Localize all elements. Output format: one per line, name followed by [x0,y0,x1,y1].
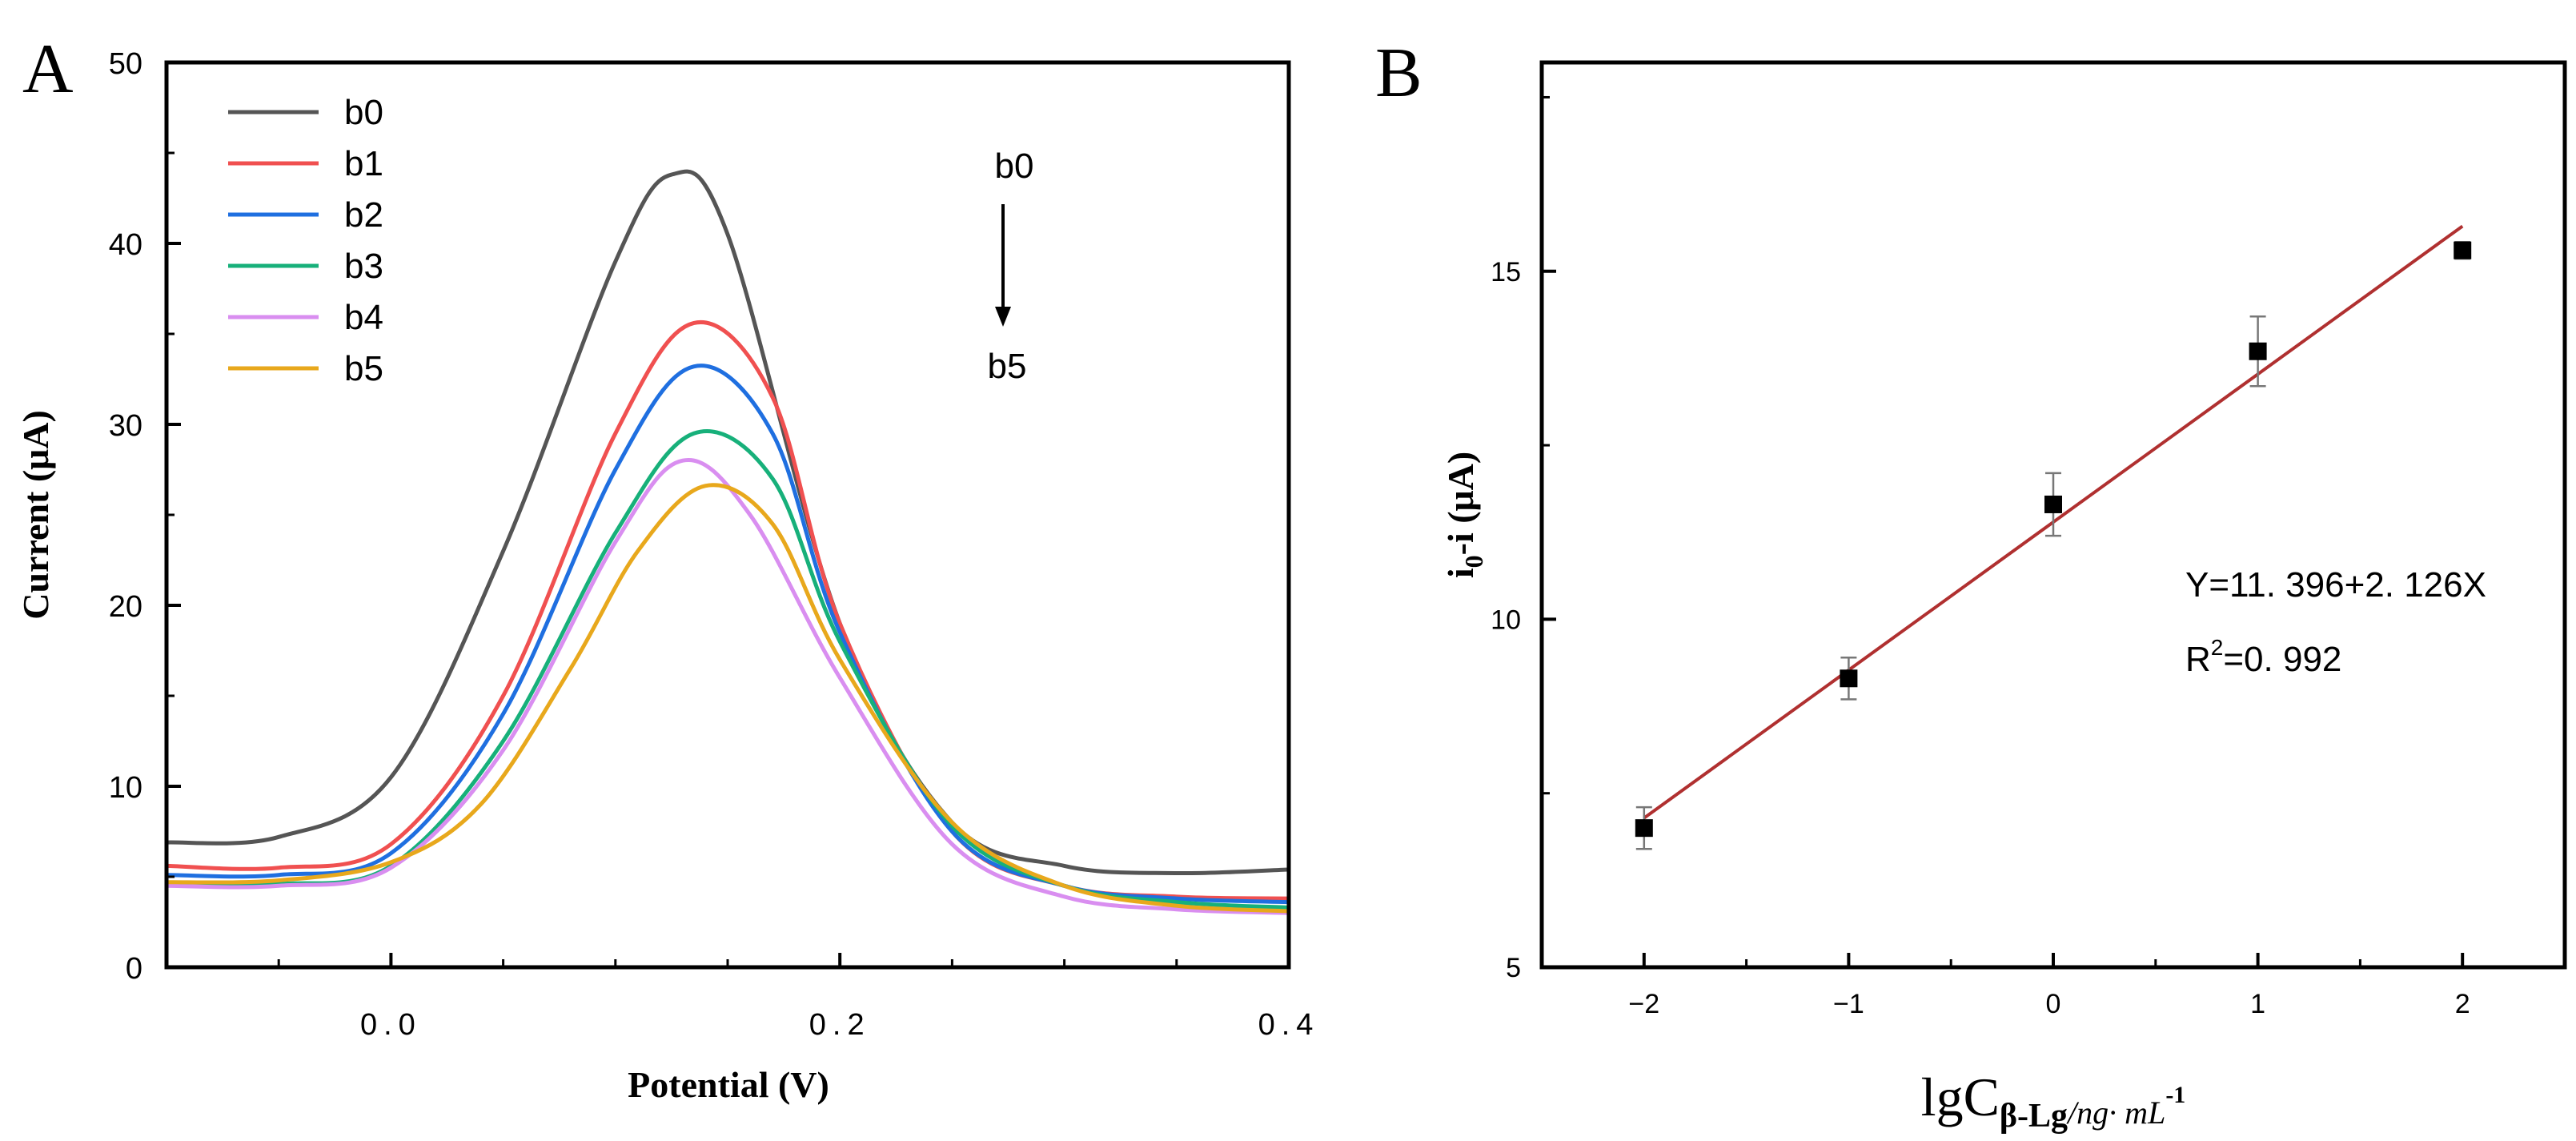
x-tick-label: −2 [1628,989,1659,1019]
y-tick-label: 10 [1491,605,1521,635]
panel-b-y-ticks: 5 10 15 [1491,95,1556,983]
panel-a-y-axis-label: Current (μA) [15,410,56,620]
y-tick-label: 40 [109,228,142,262]
series-line-b5 [166,483,1290,914]
data-point [1635,819,1653,838]
x-label-main: lgC [1921,1067,2000,1127]
panel-a-y-ticks: 0 10 20 30 40 50 [109,47,181,986]
x-tick-label: 0.2 [809,1008,871,1042]
legend-label-b4: b4 [344,298,383,337]
panel-a-x-ticks: 0.0 0.2 0.4 [277,953,1320,1042]
y-tick-label: 5 [1506,953,1521,983]
series-line-b0 [166,169,1290,876]
panel-b-label: B [1375,34,1422,112]
y-tick-label: 15 [1491,257,1521,287]
series-line-b1 [166,319,1290,901]
annotation-bottom-label: b5 [988,347,1027,386]
annotation-top-label: b0 [995,147,1034,186]
data-point [2044,495,2062,513]
legend-label-b0: b0 [344,93,383,132]
x-tick-label: 0 [2046,989,2061,1019]
panel-b-y-axis-label: i0-i (μA) [1440,452,1488,578]
x-tick-label: 1 [2250,989,2265,1019]
x-label-subscript: β-Lg [2000,1098,2068,1135]
y-label-rest: -i (μA) [1440,452,1481,556]
panel-b-x-axis-label: lgCβ-Lg/ng· mL-1 [1921,1067,2186,1135]
x-tick-label: 2 [2455,989,2470,1019]
x-tick-label: 0.4 [1258,1008,1320,1042]
y-tick-label: 0 [126,952,142,986]
annotation-arrow-head [995,307,1011,327]
r2-prefix: R [2185,640,2211,679]
data-point [2249,342,2267,360]
series-line-b3 [166,429,1290,910]
fit-equation: Y=11. 396+2. 126X [2185,565,2486,605]
x-tick-label: 0.0 [360,1008,422,1042]
series-line-b4 [166,457,1290,915]
panel-b-x-ticks: −2 −1 0 1 2 [1628,953,2470,1019]
y-label-subscript: 0 [1459,555,1488,568]
y-tick-label: 10 [109,771,142,805]
y-tick-label: 20 [109,590,142,624]
data-point [2454,241,2472,259]
y-tick-label: 50 [109,47,142,81]
fit-r-squared: R2=0. 992 [2185,635,2341,679]
legend-label-b5: b5 [344,349,383,388]
x-label-unit: /ng· mL [2066,1095,2165,1131]
panel-a-legend: b0 b1 b2 b3 b4 b5 [228,93,383,388]
panel-b-points [1635,241,2472,850]
panel-a-label: A [22,30,74,108]
data-point [1840,669,1858,688]
panel-a-series [166,169,1290,915]
panel-a: A 0.0 0.2 0.4 0 10 20 30 40 50 Potential (V) Cu… [15,30,1320,1105]
legend-label-b2: b2 [344,195,383,235]
panel-a-frame [164,60,1291,970]
r2-superscript: 2 [2211,635,2224,660]
y-label-main: i [1440,568,1481,578]
r2-suffix: =0. 992 [2223,640,2341,679]
x-tick-label: −1 [1833,989,1864,1019]
legend-label-b1: b1 [344,144,383,183]
legend-label-b3: b3 [344,247,383,286]
x-label-superscript: -1 [2165,1082,2185,1108]
y-tick-label: 30 [109,409,142,443]
panel-a-x-axis-label: Potential (V) [628,1064,829,1105]
